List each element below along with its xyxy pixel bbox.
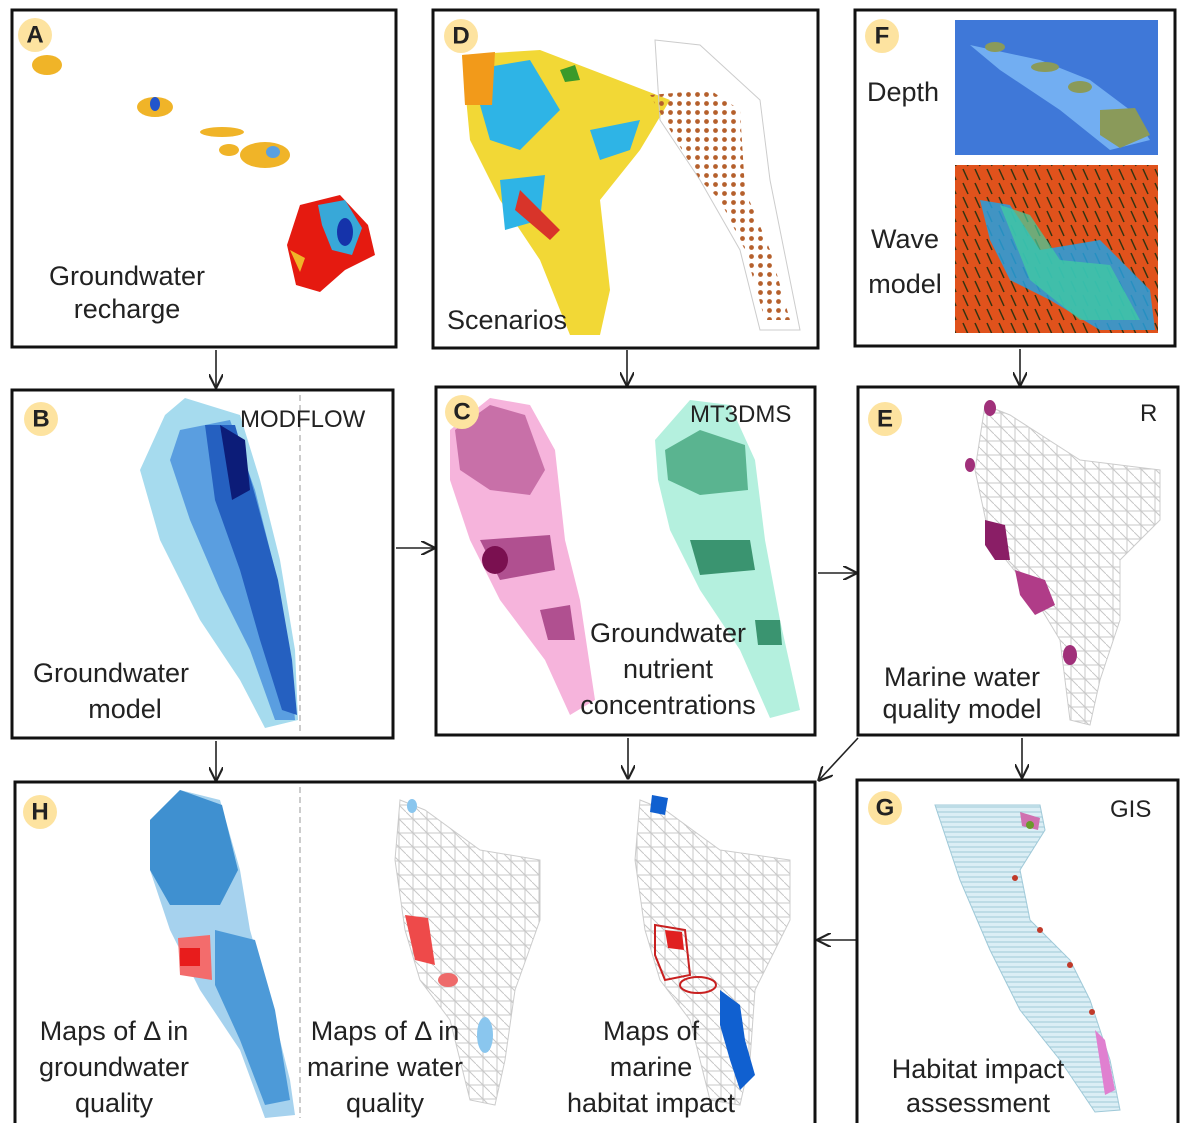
island [150, 97, 160, 111]
panel-letter: B [32, 405, 49, 432]
panel-letter: A [26, 21, 43, 48]
caption: Scenarios [447, 305, 567, 335]
panel-b: B MODFLOW Groundwater model [12, 390, 393, 738]
island [32, 55, 62, 75]
concentration-zone [755, 620, 782, 645]
map-caption: quality [346, 1088, 425, 1118]
panel-letter: D [452, 22, 469, 49]
island [219, 144, 239, 156]
arrow-e-h [819, 738, 858, 780]
map-caption: habitat impact [567, 1088, 736, 1118]
map-caption: Maps of Δ in [40, 1016, 189, 1046]
caption: Groundwater [49, 261, 205, 291]
habitat-impact [1067, 962, 1073, 968]
map-caption: Maps of Δ in [311, 1016, 460, 1046]
habitat-impact [1037, 927, 1043, 933]
tool-label: MODFLOW [240, 406, 366, 433]
caption: model [88, 694, 162, 724]
panel-d: D Scenarios [433, 10, 818, 348]
tool-label: GIS [1110, 796, 1151, 823]
habitat-impact [650, 795, 668, 815]
map-caption: marine [610, 1052, 693, 1082]
concentration-zone [482, 546, 508, 574]
island [985, 42, 1005, 52]
marine-change [438, 973, 458, 987]
habitat-impact [1089, 1009, 1095, 1015]
coastal-plume [1063, 645, 1077, 665]
island [337, 218, 353, 246]
panel-h: H Maps of Δ in groundwater quality Maps … [15, 782, 815, 1123]
caption: concentrations [580, 690, 756, 720]
marine-change [407, 799, 417, 813]
panel-letter: H [31, 798, 48, 825]
habitat-impact [665, 930, 684, 950]
map-caption: quality [75, 1088, 154, 1118]
panel-letter: E [877, 405, 893, 432]
marine-change [477, 1017, 493, 1053]
panel-c: C MT3DMS Groundwater nutrient concentrat… [436, 387, 815, 735]
wave-label: Wave [871, 224, 939, 254]
coastal-plume [984, 400, 996, 416]
caption: assessment [906, 1088, 1051, 1118]
tool-label: MT3DMS [690, 401, 791, 428]
map-caption: marine water [307, 1052, 463, 1082]
caption: Groundwater [33, 658, 189, 688]
panel-a: A Groundwater recharge [12, 10, 396, 347]
groundwater-change [180, 948, 200, 966]
caption: nutrient [623, 654, 714, 684]
depth-label: Depth [867, 77, 939, 107]
island [266, 146, 280, 158]
panel-letter: G [876, 794, 895, 821]
map-caption: Maps of [603, 1016, 700, 1046]
panel-letter: F [875, 22, 890, 49]
wave-label: model [868, 269, 942, 299]
island [200, 127, 244, 137]
caption: recharge [74, 294, 181, 324]
caption: Habitat impact [892, 1054, 1065, 1084]
island [1031, 62, 1059, 72]
caption: quality model [882, 694, 1041, 724]
map-caption: groundwater [39, 1052, 189, 1082]
habitat-impact [1026, 821, 1034, 829]
panel-frame [12, 10, 396, 347]
island [1068, 81, 1092, 93]
panel-e: E R Marine water quality model [858, 387, 1178, 735]
panel-f: F Depth Wave model [855, 10, 1175, 346]
habitat-impact [1012, 875, 1018, 881]
panel-letter: C [453, 398, 470, 425]
panel-g: G GIS Habitat impact assessment [857, 780, 1178, 1123]
caption: Groundwater [590, 618, 746, 648]
coastal-plume [965, 458, 975, 472]
tool-label: R [1140, 400, 1157, 427]
workflow-diagram: A Groundwater recharge D Scenarios [0, 0, 1182, 1123]
island [240, 142, 290, 168]
land-use [462, 52, 495, 105]
caption: Marine water [884, 662, 1040, 692]
concentration-zone [690, 540, 755, 575]
